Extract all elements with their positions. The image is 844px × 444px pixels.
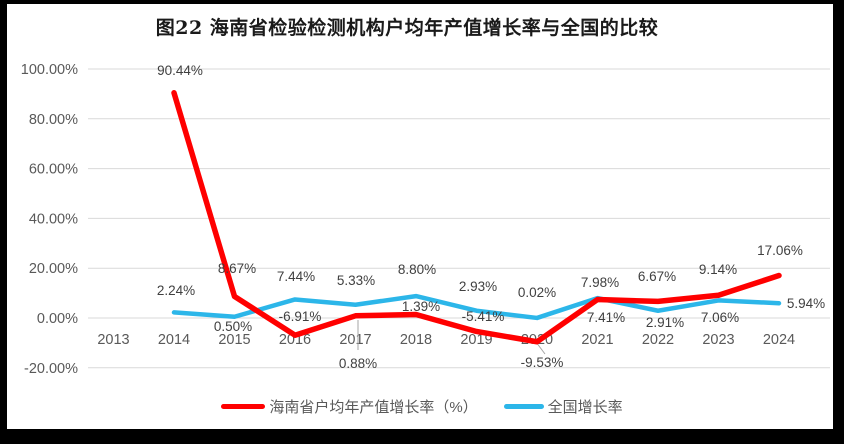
data-label: 1.39% [402,299,440,314]
data-label: 0.50% [214,319,252,334]
national-line-swatch [503,404,544,409]
y-axis-tick-label: -20.00% [24,361,78,377]
data-label: 0.88% [339,356,377,371]
y-axis-tick-label: 100.00% [21,62,78,78]
data-label: -5.41% [462,309,505,324]
x-axis-label: 2024 [763,332,795,348]
data-label: 6.67% [638,269,676,284]
legend-item-national: 全国增长率 [503,396,623,417]
data-label: 5.33% [337,273,375,288]
y-axis-tick-label: 60.00% [29,162,78,178]
x-axis-label: 2016 [279,332,311,348]
data-label: 2.24% [157,283,195,298]
y-axis-tick-label: 40.00% [29,211,78,227]
data-label: 5.94% [787,296,825,311]
page-background [7,4,833,429]
data-label: 2.91% [646,315,684,330]
data-label: 0.02% [518,285,556,300]
data-label: 7.44% [277,269,315,284]
legend-label-national: 全国增长率 [547,399,623,416]
series-line-hainan [171,90,782,345]
series-line-national [171,293,782,321]
x-axis-label: 2021 [581,332,613,348]
x-axis-label: 2018 [400,332,432,348]
data-label: 9.14% [699,262,737,277]
legend-item-hainan: 海南省户均年产值增长率（%） [221,396,478,417]
hainan-line-swatch [221,404,266,409]
chart-title: 图22 海南省检验检测机构户均年产值增长率与全国的比较 [155,17,659,39]
data-label: 8.80% [398,262,436,277]
y-axis-tick-label: 0.00% [37,311,78,327]
data-label: 90.44% [157,63,203,78]
chart-legend: 海南省户均年产值增长率（%） 全国增长率 [0,396,844,417]
data-label: 7.41% [587,310,625,325]
x-axis-label: 2014 [158,332,190,348]
y-axis-tick-label: 20.00% [29,261,78,277]
data-label: -6.91% [279,309,322,324]
x-axis-label: 2015 [218,332,250,348]
x-axis-label: 2019 [460,332,492,348]
x-axis-label: 2022 [642,332,674,348]
x-axis-label: 2023 [702,332,734,348]
data-label: 2.93% [459,279,497,294]
x-axis-label: 2017 [339,332,371,348]
data-label: -9.53% [521,355,564,370]
legend-label-hainan: 海南省户均年产值增长率（%） [269,399,478,416]
data-label: 7.98% [581,275,619,290]
data-label: 8.67% [218,261,256,276]
y-axis-tick-label: 80.00% [29,112,78,128]
data-label: 7.06% [701,310,739,325]
data-label: 17.06% [757,243,803,258]
x-axis-label: 2013 [97,332,129,348]
